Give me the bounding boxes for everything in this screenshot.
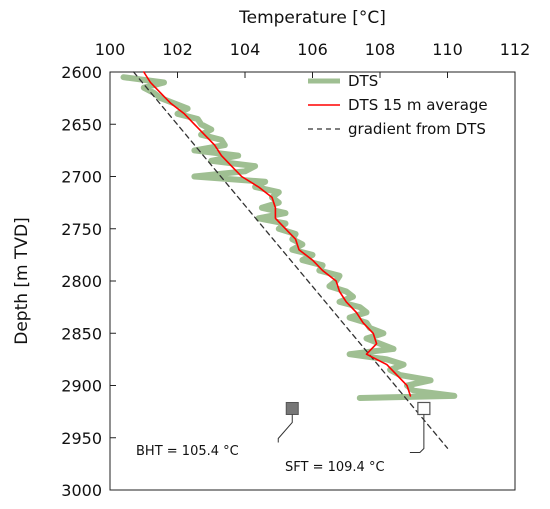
y-tick-label: 2650 — [61, 115, 102, 134]
bht-marker — [285, 401, 299, 415]
x-tick-label: 108 — [365, 40, 396, 59]
x-tick-label: 102 — [162, 40, 193, 59]
bht-leader-line — [277, 414, 293, 443]
legend-label-gradient: gradient from DTS — [348, 120, 486, 138]
x-axis-ticks: 100 102 104 106 108 110 112 — [95, 40, 531, 78]
marker-layer — [277, 401, 431, 453]
y-axis-title: Depth [m TVD] — [12, 217, 32, 345]
y-tick-label: 2600 — [61, 63, 102, 82]
sft-marker — [417, 401, 431, 416]
legend-label-dts-average: DTS 15 m average — [348, 96, 488, 114]
y-tick-label: 2950 — [61, 429, 102, 448]
y-tick-label: 2900 — [61, 377, 102, 396]
x-axis-title: Temperature [°C] — [238, 8, 386, 28]
sft-annotation: SFT = 109.4 °C — [285, 460, 385, 475]
y-tick-label: 2800 — [61, 272, 102, 291]
y-tick-label: 2700 — [61, 168, 102, 187]
series-dts-line — [120, 74, 458, 401]
legend: DTS DTS 15 m average gradient from DTS — [308, 72, 488, 138]
y-tick-label: 2850 — [61, 324, 102, 343]
x-tick-label: 104 — [230, 40, 261, 59]
x-tick-label: 106 — [297, 40, 328, 59]
x-tick-label: 112 — [500, 40, 531, 59]
x-tick-label: 100 — [95, 40, 126, 59]
x-tick-label: 110 — [432, 40, 463, 59]
y-tick-label: 3000 — [61, 481, 102, 500]
series-dts-average-line — [143, 71, 412, 397]
y-tick-label: 2750 — [61, 220, 102, 239]
legend-label-dts: DTS — [348, 72, 378, 90]
series-layer — [120, 71, 458, 449]
y-axis-ticks: 2600 2650 2700 2750 2800 2850 2900 2950 3000 — [61, 63, 116, 500]
series-gradient-line — [132, 71, 449, 449]
bht-annotation: BHT = 105.4 °C — [136, 444, 239, 459]
sft-leader-line — [409, 414, 425, 453]
